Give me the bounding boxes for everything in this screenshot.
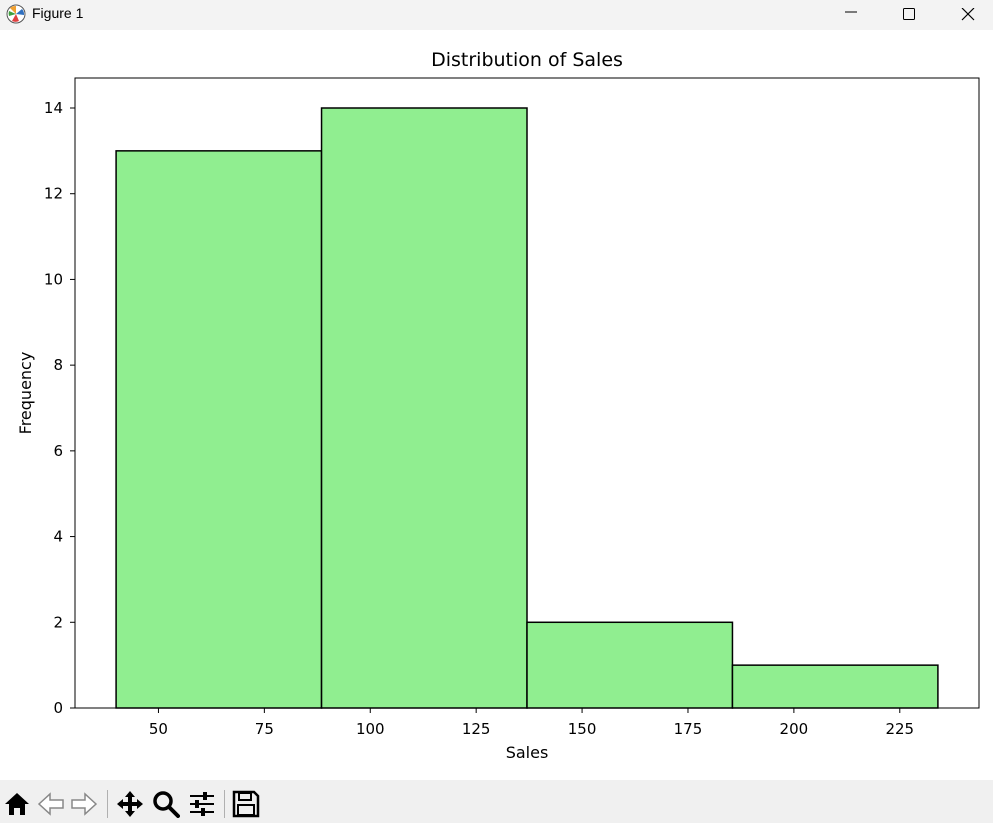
y-tick-label: 2	[53, 613, 63, 631]
configure-subplots-button[interactable]	[188, 790, 218, 820]
navigation-toolbar	[0, 780, 993, 823]
toolbar-separator	[107, 790, 108, 818]
forward-button[interactable]	[70, 790, 100, 820]
home-icon	[5, 793, 29, 815]
x-tick-label: 175	[674, 720, 703, 738]
configure-subplots-icon	[190, 792, 214, 816]
matplotlib-logo-icon	[6, 4, 26, 24]
histogram-bar-1	[115, 150, 323, 709]
x-tick-label: 200	[780, 720, 809, 738]
minimize-button[interactable]	[828, 0, 874, 30]
x-axis-label: Sales	[506, 743, 549, 762]
zoom-magnifier-icon	[153, 791, 180, 818]
y-tick-label: 6	[53, 442, 63, 460]
home-button[interactable]	[3, 790, 33, 820]
window-titlebar: Figure 1	[0, 0, 993, 30]
y-tick-label: 10	[44, 270, 63, 288]
forward-arrow-icon	[71, 792, 98, 816]
histogram-bar-4	[731, 664, 939, 709]
histogram-chart: Distribution of Sales 50 75 100 125 150 175 20…	[16, 49, 980, 762]
x-tick-label: 75	[255, 720, 274, 738]
window-title: Figure 1	[32, 5, 84, 21]
y-tick-label: 8	[53, 356, 63, 374]
maximize-icon	[903, 8, 915, 20]
plot-area-frame	[74, 77, 980, 709]
toolbar-separator	[224, 790, 225, 818]
chart-title: Distribution of Sales	[431, 49, 623, 71]
close-button[interactable]	[945, 0, 991, 30]
y-tick-label: 4	[53, 528, 63, 546]
maximize-button[interactable]	[886, 0, 932, 30]
minimize-icon	[845, 11, 857, 13]
y-tick-label: 0	[53, 699, 63, 717]
y-tick-label: 12	[44, 185, 63, 203]
x-tick-label: 50	[149, 720, 168, 738]
x-tick-label: 100	[356, 720, 385, 738]
pan-button[interactable]	[116, 790, 146, 820]
back-button[interactable]	[37, 790, 67, 820]
close-icon	[961, 8, 975, 21]
histogram-bar-2	[320, 107, 528, 709]
histogram-bar-3	[526, 621, 734, 709]
pan-move-icon	[117, 791, 143, 817]
x-tick-label: 225	[885, 720, 914, 738]
save-button[interactable]	[232, 790, 262, 820]
zoom-button[interactable]	[152, 790, 182, 820]
x-tick-label: 125	[462, 720, 491, 738]
figure-canvas[interactable]: Distribution of Sales 50 75 100 125 150 175 20…	[0, 30, 993, 780]
y-tick-label: 14	[44, 99, 63, 117]
y-axis-label: Frequency	[16, 352, 35, 435]
back-arrow-icon	[37, 792, 64, 816]
x-tick-label: 150	[568, 720, 597, 738]
save-disk-icon	[232, 790, 260, 818]
